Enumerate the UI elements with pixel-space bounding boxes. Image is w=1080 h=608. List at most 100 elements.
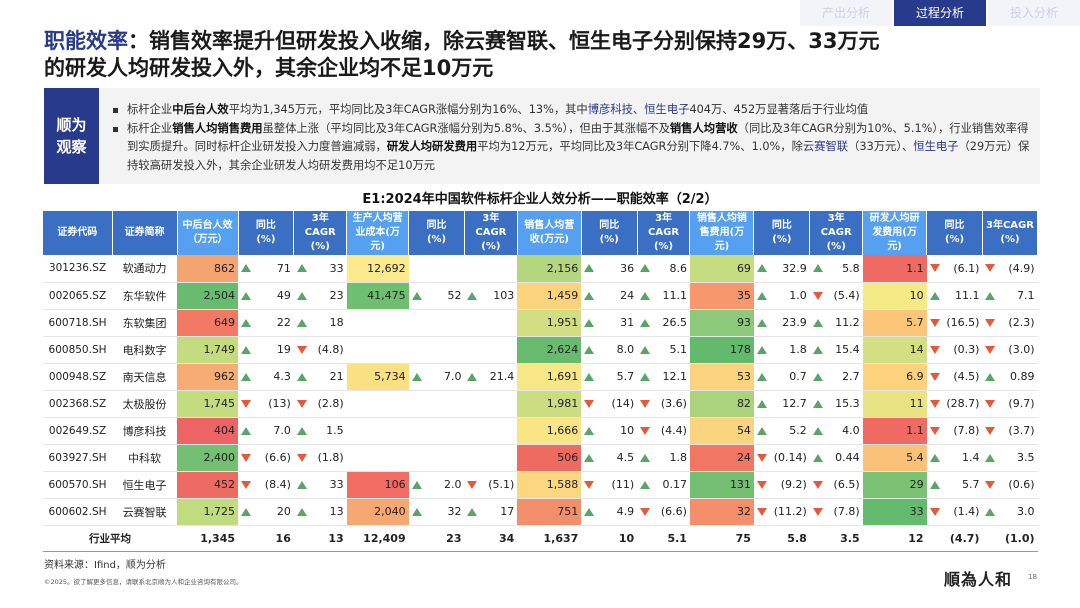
yoy-cell: 71: [238, 255, 294, 283]
yoy-cell: 19: [238, 336, 294, 364]
cagr-cell: 5.8: [809, 255, 863, 283]
cagr-cell: 0.17: [637, 471, 690, 499]
cagr-cell: 15.4: [809, 336, 863, 364]
cagr-cell: 18: [293, 309, 347, 337]
change-value: (16.5): [946, 316, 980, 329]
up-triangle-icon: [411, 480, 422, 489]
table-header-row: 证券代码 证券简称 中后台人效 （万元） 同比 (%) 3年CAGR (%) 生产人均营 业成本(…: [43, 211, 1039, 255]
cagr-cell: 103: [464, 282, 518, 310]
observation-body: 标杆企业中后台人效平均为1,345万元，平均同比及3年CAGR涨幅分别为16%、…: [99, 88, 1040, 184]
down-triangle-icon: [812, 507, 823, 516]
average-value: 23: [408, 524, 465, 552]
table-row: 600570.SH 恒生电子 452 (8.4) 33 106 2.0 (5.1) 1,588 (…: [43, 471, 1038, 499]
down-triangle-icon: [640, 426, 651, 435]
change-value: 32: [447, 505, 462, 518]
yoy-cell: 31: [581, 309, 638, 337]
column-header: 中后台人效 （万元）: [177, 211, 239, 255]
security-code: 603927.SH: [43, 444, 113, 472]
table-row: 002368.SZ 太极股份 1,745 (13) (2.8) 1,981 (14) (3.6…: [43, 390, 1038, 418]
yoy-cell: 4.9: [581, 498, 638, 526]
metric-cell: 1,588: [517, 471, 582, 499]
metric-cell: 29: [862, 471, 927, 499]
cagr-cell: 13: [293, 498, 347, 526]
column-header: 同比 (%): [753, 211, 811, 255]
cagr-cell: 17: [464, 498, 518, 526]
metric-name: 销售人均销售费用: [172, 121, 263, 135]
cagr-cell: 3.5: [982, 444, 1038, 472]
yoy-cell: (7.8): [926, 417, 983, 445]
change-value: 11.1: [954, 289, 980, 302]
up-triangle-icon: [411, 291, 422, 300]
change-value: (5.1): [488, 478, 515, 491]
observation-text: 标杆企业: [127, 103, 173, 116]
source-note: 资料来源：Ifind，顺为分析: [44, 560, 166, 571]
up-triangle-icon: [929, 453, 940, 462]
cagr-cell: (3.6): [637, 390, 690, 418]
metric-name: 销售人均营收: [669, 121, 738, 135]
metric-cell: 2,504: [177, 282, 238, 310]
yoy-cell: (6.6): [238, 444, 294, 472]
up-triangle-icon: [756, 345, 767, 354]
change-value: 21: [329, 370, 344, 383]
metric-name: 研发人均研发费用: [386, 140, 478, 153]
cagr-cell: [464, 444, 518, 472]
column-header: 3年CAGR (%): [293, 211, 348, 255]
change-value: 2.0: [443, 478, 462, 491]
down-triangle-icon: [584, 480, 595, 489]
up-triangle-icon: [812, 453, 823, 462]
down-triangle-icon: [241, 399, 251, 408]
yoy-cell: [408, 309, 465, 337]
up-triangle-icon: [584, 372, 595, 381]
table-row: 600850.SH 电科数字 1,749 19 (4.8) 2,624 8.0 5.1 178 1…: [43, 336, 1038, 364]
change-value: 3.0: [1017, 505, 1035, 518]
change-value: 17: [500, 505, 515, 518]
yoy-cell: (28.7): [926, 390, 983, 418]
change-value: 8.0: [616, 343, 635, 356]
metric-cell: [346, 444, 409, 472]
cagr-cell: 11.1: [637, 282, 690, 310]
security-code: 301236.SZ: [43, 255, 113, 283]
up-triangle-icon: [812, 345, 823, 354]
yoy-cell: [408, 336, 465, 364]
observation-text: 虽整体上涨（平均同比及3年CAGR涨幅分别为5.8%、3.5%），但由于其涨幅不…: [262, 121, 670, 135]
observation-bullet-2: 标杆企业销售人均销售费用虽整体上涨（平均同比及3年CAGR涨幅分别为5.8%、3…: [111, 120, 1032, 176]
up-triangle-icon: [411, 507, 422, 516]
cagr-cell: (6.5): [809, 471, 863, 499]
tab-input-analysis[interactable]: 投入分析: [988, 0, 1080, 26]
yoy-cell: 49: [238, 282, 294, 310]
metric-cell: 452: [177, 471, 238, 499]
change-value: (1.8): [317, 451, 344, 464]
change-value: 20: [276, 505, 291, 518]
change-value: 49: [276, 289, 291, 302]
cagr-cell: (2.8): [293, 390, 347, 418]
metric-cell: 69: [689, 255, 754, 283]
yoy-cell: (9.2): [753, 471, 810, 499]
change-value: 5.1: [669, 343, 687, 356]
yoy-cell: 20: [238, 498, 294, 526]
change-value: (7.8): [953, 424, 980, 437]
up-triangle-icon: [584, 453, 595, 462]
observation-label: 顺为 观察: [44, 88, 99, 184]
up-triangle-icon: [241, 318, 251, 327]
cagr-cell: 12.1: [637, 363, 690, 391]
top-nav-tabs: 产出分析 过程分析 投入分析: [798, 0, 1080, 26]
average-value: 1,637: [517, 524, 582, 552]
cagr-cell: 1.5: [293, 417, 347, 445]
change-value: (9.2): [780, 478, 807, 491]
average-value: 5.8: [753, 524, 810, 552]
cagr-cell: (5.1): [464, 471, 518, 499]
down-triangle-icon: [929, 318, 940, 327]
up-triangle-icon: [467, 372, 478, 381]
cagr-cell: 33: [293, 471, 347, 499]
metric-cell: 1.1: [862, 417, 927, 445]
change-value: 1.0: [789, 289, 807, 302]
security-code: 002368.SZ: [43, 390, 113, 418]
tab-output-analysis[interactable]: 产出分析: [800, 0, 892, 26]
company-name: 博彦科技: [587, 103, 633, 116]
change-value: 33: [329, 261, 344, 275]
tab-process-analysis[interactable]: 过程分析: [894, 0, 986, 26]
change-value: (13): [268, 397, 291, 410]
cagr-cell: 15.3: [809, 390, 863, 418]
table-row: 603927.SH 中科软 2,400 (6.6) (1.8) 506 4.5 1.8 24 (0…: [43, 444, 1038, 472]
title-line1: ：销售效率提升但研发投入收缩，除云赛智联、恒生电子分别保持29万、33万元: [128, 29, 880, 53]
